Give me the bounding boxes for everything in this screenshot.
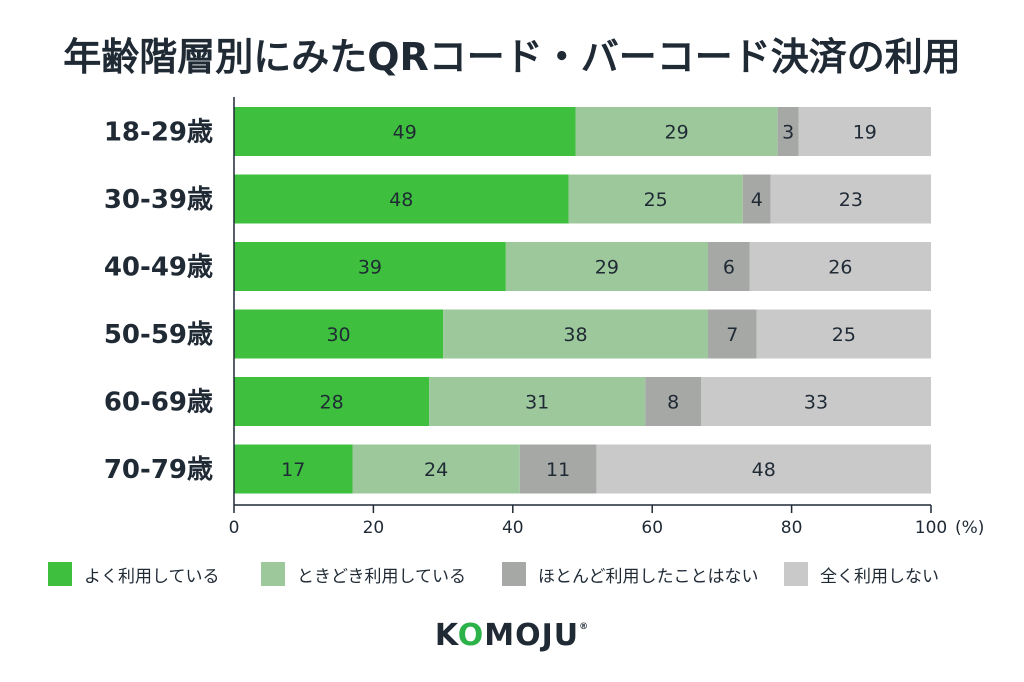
data-label-1-3: 3 xyxy=(782,122,794,144)
bar-segment-6-3 xyxy=(519,444,597,494)
data-label-6-1: 17 xyxy=(281,459,305,481)
legend-swatch-sometimes xyxy=(261,562,285,586)
bar-segment-6-2 xyxy=(352,444,520,494)
x-tick-label-80: 80 xyxy=(781,518,803,538)
legend-swatch-rarely xyxy=(502,562,526,586)
bar-segment-3-2 xyxy=(505,242,708,291)
data-label-3-1: 39 xyxy=(358,257,382,279)
bar-segment-5-1 xyxy=(234,377,430,426)
bar-segment-5-3 xyxy=(645,377,701,426)
data-label-5-2: 31 xyxy=(525,392,549,414)
legend-swatch-never xyxy=(784,562,808,586)
bar-segment-5-4 xyxy=(700,377,931,426)
data-label-2-3: 4 xyxy=(751,189,763,211)
bar-segment-3-4 xyxy=(749,242,931,291)
x-tick-label-100: 100 xyxy=(915,518,947,538)
bar-segment-3-1 xyxy=(234,242,506,291)
legend-item-never: 全く利用しない xyxy=(784,561,939,587)
legend-item-sometimes: ときどき利用している xyxy=(261,561,466,587)
category-label-6: 70-79歳 xyxy=(104,455,213,485)
data-label-5-3: 8 xyxy=(667,392,679,414)
category-label-1: 18-29歳 xyxy=(104,118,213,148)
data-label-6-3: 11 xyxy=(546,459,570,481)
bar-segment-2-1 xyxy=(234,174,569,224)
data-label-6-4: 48 xyxy=(752,459,776,481)
data-label-2-1: 48 xyxy=(389,189,413,211)
legend-swatch-often xyxy=(48,562,72,586)
bar-segment-1-4 xyxy=(798,107,931,156)
data-label-1-1: 49 xyxy=(393,122,417,144)
category-label-2: 30-39歳 xyxy=(104,185,213,215)
legend: よく利用している ときどき利用している ほとんど利用したことはない 全く利用しな… xyxy=(48,561,988,587)
data-label-6-2: 24 xyxy=(424,459,448,481)
data-label-3-2: 29 xyxy=(595,257,619,279)
category-label-3: 40-49歳 xyxy=(104,253,213,283)
logo-letter-k: K xyxy=(434,618,458,653)
data-label-1-2: 29 xyxy=(665,122,689,144)
data-label-4-1: 30 xyxy=(326,324,350,346)
x-tick-label-60: 60 xyxy=(641,518,663,538)
bar-segment-1-1 xyxy=(234,107,576,156)
data-label-5-1: 28 xyxy=(319,392,343,414)
data-label-2-4: 23 xyxy=(839,189,863,211)
data-label-4-3: 7 xyxy=(726,324,738,346)
bar-segment-4-4 xyxy=(756,309,931,359)
data-label-4-2: 38 xyxy=(563,324,587,346)
bar-segment-2-3 xyxy=(742,174,771,224)
data-label-3-3: 6 xyxy=(723,257,735,279)
legend-label-often: よく利用している xyxy=(84,566,220,587)
x-axis: 0 20 40 60 80 100 (%) xyxy=(229,97,984,538)
x-axis-unit: (%) xyxy=(955,518,984,538)
legend-label-never: 全く利用しない xyxy=(820,566,939,587)
bar-segment-3-3 xyxy=(707,242,750,291)
logo-letter-o: O xyxy=(457,618,485,653)
data-label-4-4: 25 xyxy=(832,324,856,346)
data-label-1-4: 19 xyxy=(853,122,877,144)
category-label-4: 50-59歳 xyxy=(104,320,213,350)
logo-registered-mark: ® xyxy=(579,622,590,632)
legend-label-sometimes: ときどき利用している xyxy=(297,566,466,587)
category-label-5: 60-69歳 xyxy=(104,388,213,418)
logo-letters-moju: MOJU xyxy=(484,618,580,653)
chart-title: 年齢階層別にみたQRコード・バーコード決済の利用 xyxy=(63,35,961,79)
category-labels-group: 18-29歳 30-39歳 40-49歳 50-59歳 60-69歳 70-79歳 xyxy=(104,118,213,486)
bar-segment-1-2 xyxy=(575,107,778,156)
x-tick-label-0: 0 xyxy=(229,518,240,538)
bar-segment-5-2 xyxy=(429,377,646,426)
data-label-5-4: 33 xyxy=(804,392,828,414)
bar-segment-4-2 xyxy=(443,309,708,359)
bar-segment-6-1 xyxy=(234,444,353,494)
bar-segment-4-1 xyxy=(234,309,444,359)
bar-segment-1-3 xyxy=(777,107,799,156)
bar-segment-2-4 xyxy=(770,174,931,224)
legend-item-rarely: ほとんど利用したことはない xyxy=(502,561,759,587)
data-label-2-2: 25 xyxy=(644,189,668,211)
legend-label-rarely: ほとんど利用したことはない xyxy=(538,566,759,587)
bar-segment-6-4 xyxy=(596,444,931,494)
x-tick-label-40: 40 xyxy=(502,518,524,538)
bar-segment-4-3 xyxy=(707,309,757,359)
x-tick-label-20: 20 xyxy=(363,518,385,538)
data-labels-group: 49 29 3 19 48 25 4 23 39 29 6 26 30 38 7 25 28 31 8 33 17 24 1… xyxy=(281,122,877,482)
bar-segment-2-2 xyxy=(568,174,743,224)
komoju-logo: KOMOJU® xyxy=(0,618,1024,653)
bars-group xyxy=(234,107,931,494)
data-label-3-4: 26 xyxy=(828,257,852,279)
legend-item-often: よく利用している xyxy=(48,561,220,587)
